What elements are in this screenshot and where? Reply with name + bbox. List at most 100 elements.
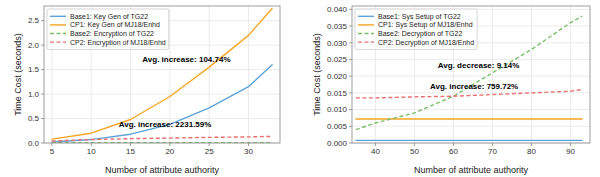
x-axis-label: Number of attribute authority [414,165,529,175]
series-line [356,90,582,98]
tick-label-x: 5 [50,147,55,156]
tick-y [349,26,352,27]
tick-label-x: 70 [488,147,497,156]
legend-label: Base1: Key Gen of TG22 [70,13,148,21]
figure: 510152025300.00.51.01.52.02.5Number of a… [0,0,600,177]
legend-swatch [50,33,66,34]
grid-line-x [531,6,532,143]
y-axis-label: Time Cost (seconds) [13,33,23,116]
tick-label-y: 0.020 [327,72,348,81]
tick-label-y: 0.025 [327,55,348,64]
legend-item: Base1: Sys Setup of TG22 [358,13,461,21]
panel: 4050607080900.0000.0050.0100.0150.0200.0… [312,5,590,175]
tick-label-x: 90 [566,147,575,156]
tick-y [349,76,352,77]
tick-label-x: 60 [449,147,458,156]
legend-label: CP1: Sys Setup of MJ18/Enhd [378,21,473,29]
grid-line-y [352,109,590,110]
legend-item: Base2: Encryption of TG22 [50,30,154,38]
tick-label-x: 40 [371,147,380,156]
tick-y [41,20,44,21]
legend-swatch [358,41,374,42]
legend-item: CP1: Sys Setup of MJ18/Enhd [358,21,473,29]
tick-x [375,143,376,146]
legend-box [47,9,169,49]
series-line [356,140,582,141]
annotation: Avg. decrease: 9.14% [438,61,520,70]
legend-item: Base1: Key Gen of TG22 [50,13,148,21]
ticks: 4050607080900.0000.0050.0100.0150.0200.0… [327,5,576,156]
plot-area [352,6,590,143]
legend-label: Base2: Encryption of TG22 [70,30,154,38]
tick-label-y: 0.035 [327,22,348,31]
legend-item: CP2: Decryption of MJ18/Enhd [358,39,474,47]
tick-label-y: 0.005 [327,122,348,131]
tick-label-y: 0.5 [28,114,40,123]
tick-label-y: 0.040 [327,5,348,14]
grid-line-x [570,6,571,143]
tick-label-y: 0.030 [327,39,348,48]
legend-label: CP2: Decryption of MJ18/Enhd [378,39,474,47]
tick-x [51,143,52,146]
tick-x [531,143,532,146]
tick-label-x: 30 [244,147,253,156]
tick-x [248,143,249,146]
y-axis-label: Time Cost (seconds) [312,33,322,116]
legend: Base1: Key Gen of TG22CP1: Key Gen of MJ… [47,9,169,49]
legend-box [355,9,477,49]
legend-label: Base1: Sys Setup of TG22 [378,13,461,21]
grid-line-x [492,6,493,143]
tick-label-x: 25 [205,147,214,156]
tick-y [41,45,44,46]
legend: Base1: Sys Setup of TG22CP1: Sys Setup o… [355,9,477,49]
tick-x [209,143,210,146]
tick-label-y: 1.5 [28,65,40,74]
tick-y [41,94,44,95]
tick-y [349,59,352,60]
tick-x [91,143,92,146]
tick-y [41,118,44,119]
legend-swatch [358,24,374,25]
tick-y [349,126,352,127]
plot-area [44,6,280,143]
tick-y [41,143,44,144]
tick-label-y: 0.0 [28,139,40,148]
legend-label: CP2: Encryption of MJ18/Enhd [70,39,166,47]
legend-item: CP1: Key Gen of MJ18/Enhd [50,21,160,29]
grid-line-y [352,126,590,127]
annotation: Avg. increase: 2231.59% [119,120,212,129]
grid-line-y [44,69,280,70]
tick-label-x: 80 [527,147,536,156]
tick-x [570,143,571,146]
tick-label-y: 0.015 [327,89,348,98]
tick-y [41,69,44,70]
tick-x [414,143,415,146]
legend-label: CP1: Key Gen of MJ18/Enhd [70,21,160,29]
tick-y [349,9,352,10]
tick-x [169,143,170,146]
legend-label: Base2: Decryption of TG22 [378,30,462,38]
grid-line-y [44,94,280,95]
legend-swatch [50,41,66,42]
tick-label-y: 1.0 [28,90,40,99]
legend-swatch [50,24,66,25]
panel: 510152025300.00.51.01.52.02.5Number of a… [13,6,280,175]
tick-x [130,143,131,146]
series-line [52,136,272,141]
legend-item: CP2: Encryption of MJ18/Enhd [50,39,166,47]
grid [352,6,590,143]
tick-y [349,143,352,144]
tick-x [492,143,493,146]
grid [44,6,280,143]
plot-frame [44,6,280,143]
tick-x [453,143,454,146]
tick-label-x: 15 [126,147,135,156]
grid-line-x [248,6,249,143]
tick-label-x: 10 [87,147,96,156]
legend-swatch [358,16,374,17]
tick-y [349,42,352,43]
tick-label-y: 0.010 [327,105,348,114]
tick-label-y: 2.0 [28,41,40,50]
plot-frame [352,6,590,143]
tick-y [349,92,352,93]
